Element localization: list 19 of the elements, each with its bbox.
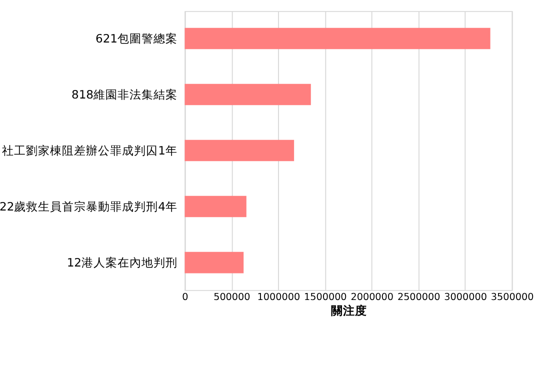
bar (184, 140, 294, 162)
x-axis-title: 關注度 (330, 304, 367, 318)
x-tick-label: 3000000 (444, 292, 487, 304)
bar (184, 28, 490, 50)
x-tick-label: 2500000 (397, 292, 440, 304)
x-tick-label: 2000000 (350, 292, 394, 304)
bar (184, 196, 246, 218)
y-tick-label: 818維園非法集結案 (71, 87, 178, 102)
x-tick-label: 1000000 (257, 292, 300, 304)
y-tick-label: 22歲救生員首宗暴動罪成判刑4年 (0, 199, 178, 214)
y-tick-label: 12港人案在內地判刑 (66, 255, 178, 270)
x-tick-label: 3500000 (490, 292, 534, 304)
x-tick-label: 1500000 (304, 292, 347, 304)
x-tick-label: 0 (182, 292, 188, 304)
bar (184, 84, 311, 106)
bar (184, 252, 244, 274)
y-tick-label: 社工劉家棟阻差辦公罪成判囚1年 (2, 143, 178, 158)
y-tick-label: 621包圍警總案 (95, 31, 178, 46)
x-tick-label: 500000 (214, 292, 250, 304)
